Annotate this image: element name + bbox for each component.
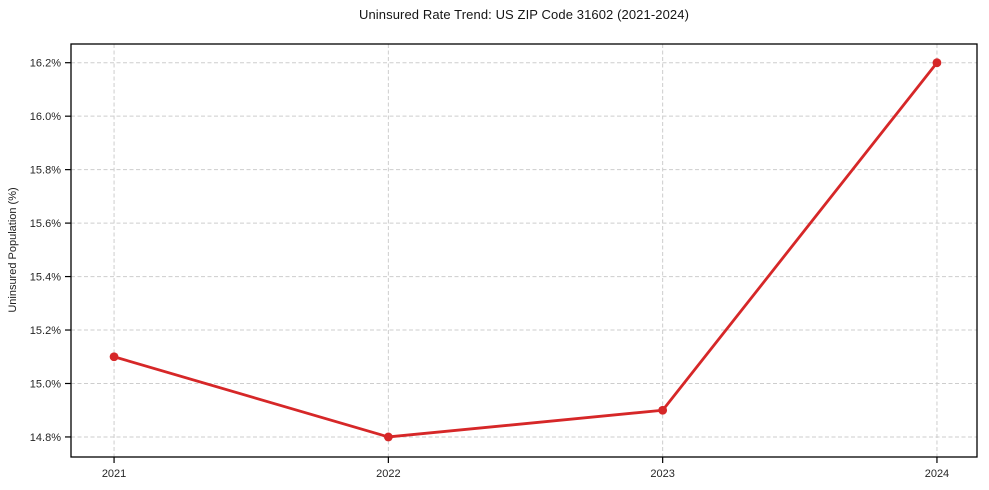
y-tick-label: 15.4% (30, 272, 61, 284)
plot-border (70, 43, 978, 458)
y-tick-label: 15.2% (30, 325, 61, 337)
x-tick-label: 2023 (650, 468, 674, 480)
data-point (932, 58, 942, 68)
x-tick-label: 2021 (102, 468, 126, 480)
y-tick-label: 15.0% (30, 378, 61, 390)
x-tick-label: 2022 (376, 468, 400, 480)
data-point (658, 405, 668, 415)
x-tick-label: 2024 (925, 468, 949, 480)
y-tick-label: 15.6% (30, 218, 61, 230)
y-tick-label: 14.8% (30, 432, 61, 444)
data-point (383, 432, 393, 442)
y-tick-label: 15.8% (30, 165, 61, 177)
data-point (109, 352, 119, 362)
chart-title: Uninsured Rate Trend: US ZIP Code 31602 … (358, 7, 690, 22)
trend-line (112, 61, 939, 439)
y-tick-label: 16.2% (30, 58, 61, 70)
y-tick-label: 16.0% (30, 111, 61, 123)
